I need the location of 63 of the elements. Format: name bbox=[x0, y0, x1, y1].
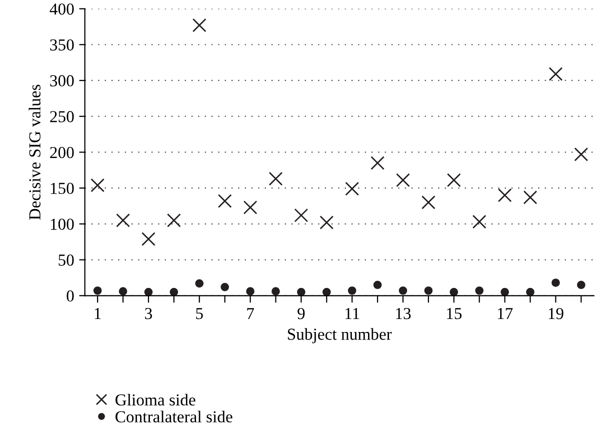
point bbox=[552, 278, 560, 287]
point bbox=[268, 172, 283, 186]
point bbox=[90, 178, 105, 192]
y-tick-label: 300 bbox=[50, 75, 74, 86]
point bbox=[526, 288, 534, 296]
point bbox=[450, 288, 458, 296]
y-tick-label: 50 bbox=[58, 254, 74, 266]
point bbox=[345, 182, 360, 196]
point bbox=[166, 213, 181, 228]
point bbox=[142, 232, 156, 246]
point bbox=[320, 216, 334, 230]
y-tick-label: 100 bbox=[50, 218, 74, 230]
point bbox=[195, 279, 204, 288]
x-tick-label: 19 bbox=[548, 308, 564, 320]
x-axis-title: Subject number bbox=[288, 328, 392, 344]
y-tick-label: 150 bbox=[50, 182, 74, 194]
x-tick-label: 3 bbox=[145, 308, 152, 320]
y-tick-label: 200 bbox=[50, 146, 74, 158]
point bbox=[421, 195, 436, 210]
point bbox=[144, 288, 153, 296]
point bbox=[246, 287, 254, 296]
point bbox=[348, 286, 356, 295]
legend-label: Contralateral side bbox=[116, 410, 232, 422]
point bbox=[272, 287, 280, 296]
point bbox=[396, 173, 410, 188]
legend-label: Glioma side bbox=[116, 394, 196, 406]
point bbox=[472, 214, 486, 229]
point bbox=[373, 280, 382, 290]
point bbox=[574, 147, 588, 162]
x-tick-label: 7 bbox=[247, 308, 254, 320]
y-tick-label: 400 bbox=[50, 3, 74, 15]
y-tick-label: 350 bbox=[50, 39, 74, 51]
y-axis-title: Decisive SIG values bbox=[28, 84, 40, 220]
point bbox=[475, 286, 484, 295]
point bbox=[576, 280, 586, 290]
point bbox=[192, 18, 206, 32]
x-tick-label: 5 bbox=[196, 308, 203, 320]
point bbox=[498, 188, 512, 202]
point bbox=[116, 213, 130, 228]
point bbox=[322, 288, 331, 296]
x-tick-label: 13 bbox=[396, 308, 411, 320]
point bbox=[370, 156, 384, 170]
x-tick-label: 15 bbox=[447, 308, 462, 320]
x-tick-label: 11 bbox=[346, 308, 360, 320]
x-tick-label: 17 bbox=[498, 308, 513, 320]
point bbox=[523, 190, 538, 204]
point bbox=[424, 286, 433, 295]
point bbox=[297, 288, 306, 296]
point bbox=[548, 67, 563, 81]
y-tick-label: 0 bbox=[66, 290, 74, 302]
point bbox=[118, 287, 128, 296]
point bbox=[243, 200, 258, 214]
point bbox=[170, 288, 178, 296]
x-tick-label: 1 bbox=[94, 308, 101, 320]
y-tick-label: 250 bbox=[50, 111, 74, 122]
point bbox=[93, 286, 102, 295]
point bbox=[446, 173, 461, 188]
x-tick-label: 9 bbox=[298, 308, 305, 320]
point bbox=[294, 208, 308, 222]
point bbox=[218, 194, 232, 208]
point bbox=[398, 286, 408, 295]
point bbox=[500, 288, 509, 296]
point bbox=[220, 282, 229, 292]
